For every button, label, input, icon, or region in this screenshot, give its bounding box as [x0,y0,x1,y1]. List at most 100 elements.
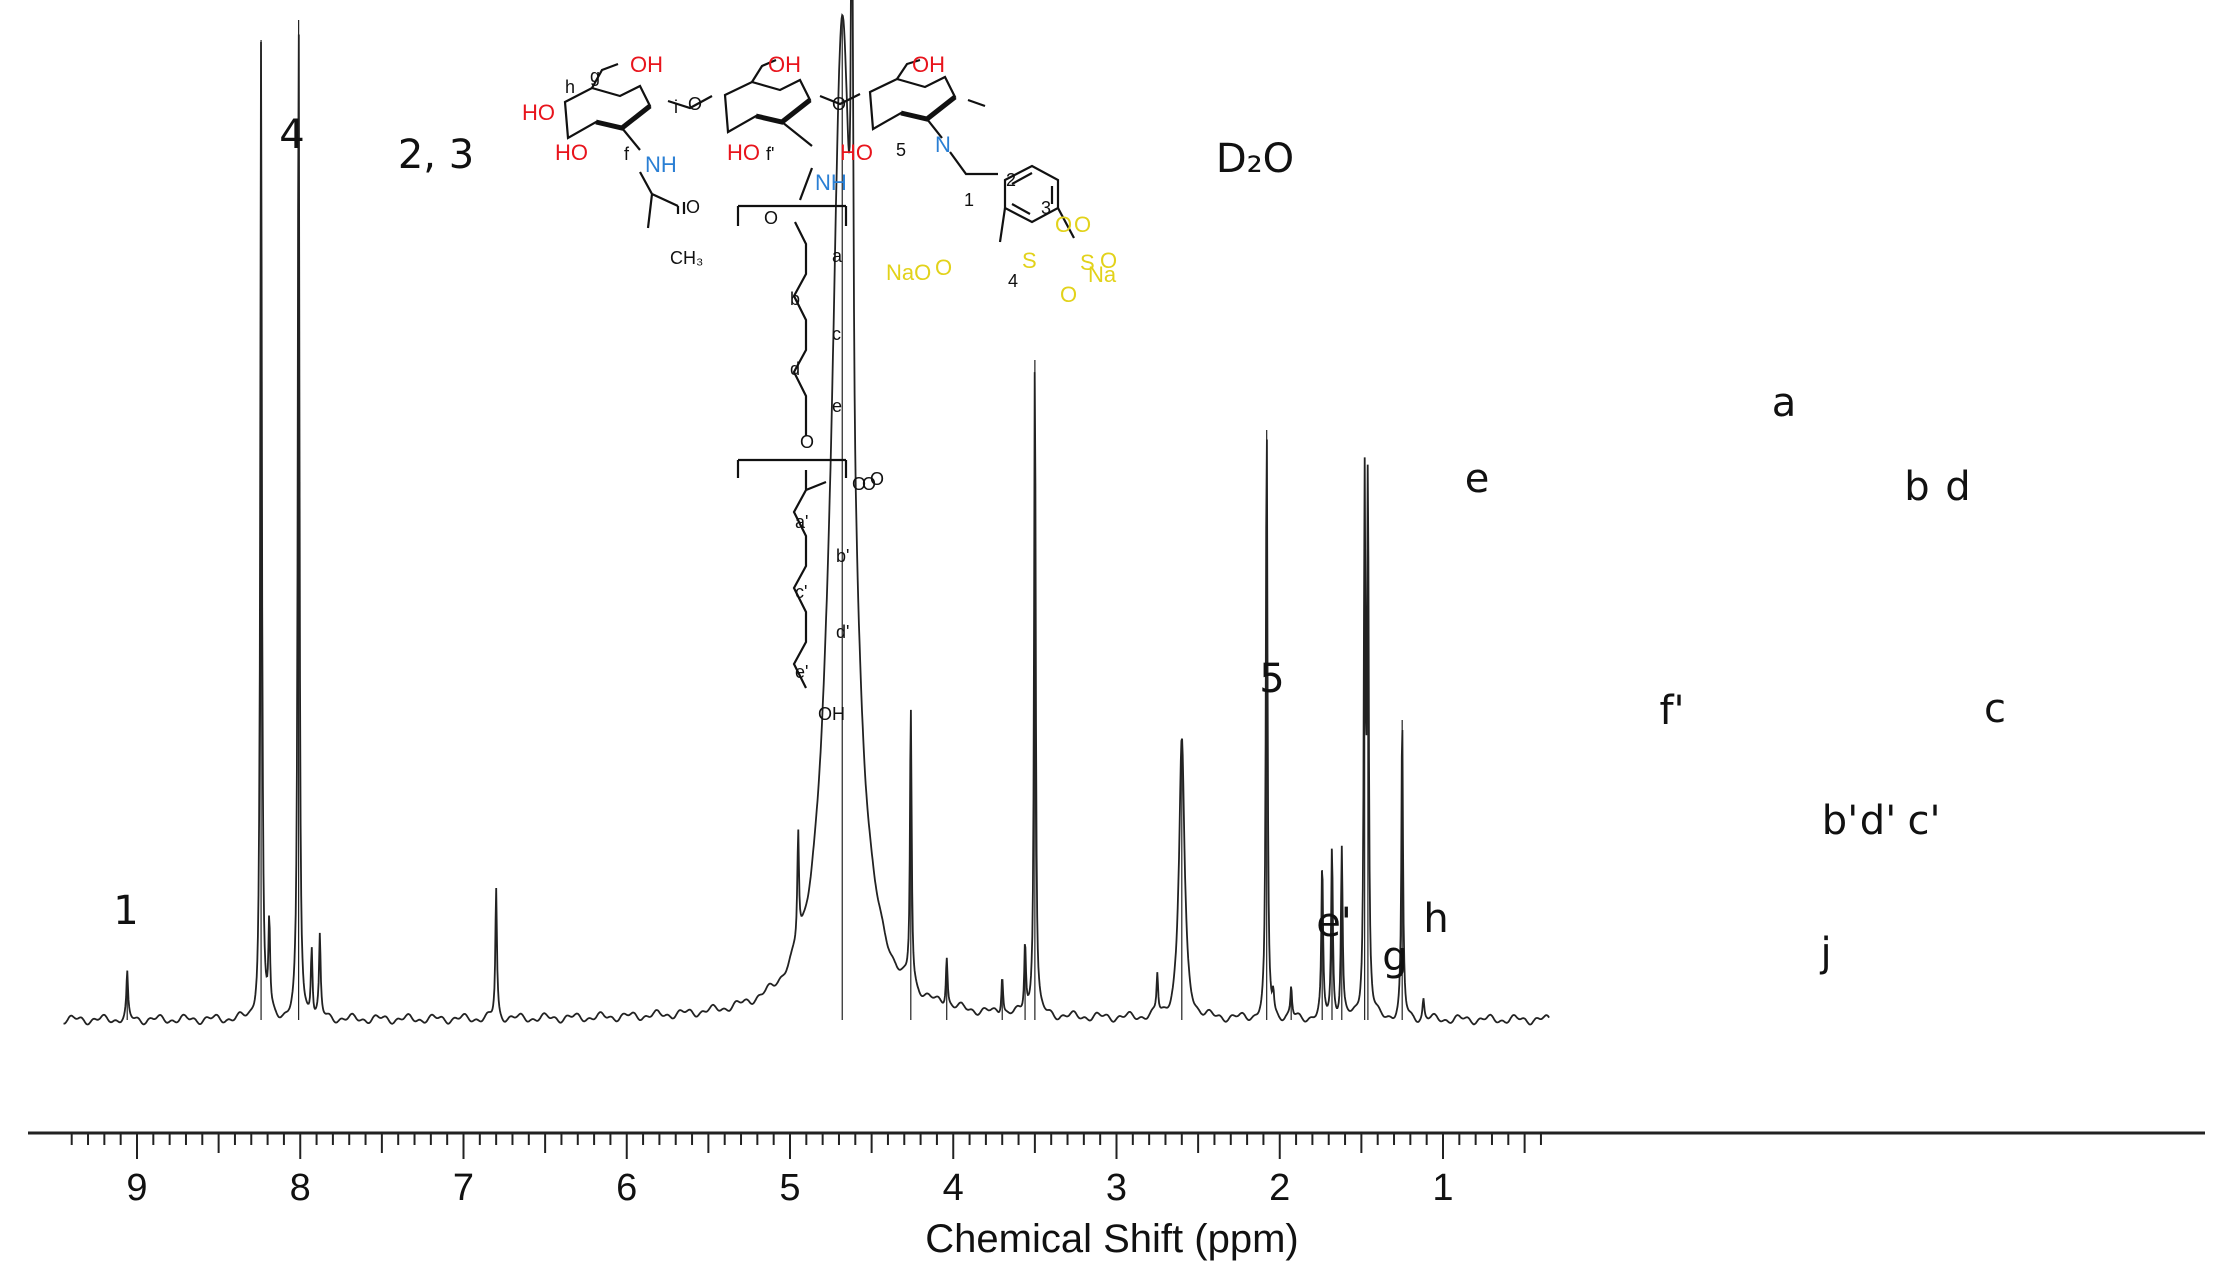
struct-label-yellow-1: O [1060,282,1077,307]
struct-label-blue-2: N [935,132,951,157]
ch2oh-1 [591,62,619,89]
struct-label-black-2: i [674,97,678,117]
struct-label-black-23: O [764,208,778,228]
struct-label-black-10: a [832,246,843,266]
x-tick-label-7: 7 [453,1167,474,1209]
bracket-bottom [736,458,848,478]
peak-label-12: b' [1822,798,1858,844]
peak-label-11: j [1819,930,1831,976]
acetamide-carbonyl [676,202,686,214]
x-tick-label-6: 6 [616,1167,637,1209]
x-axis-title: Chemical Shift (ppm) [925,1217,1298,1261]
struct-label-black-27: O [800,432,814,452]
struct-label-blue-1: NH [815,170,847,195]
x-tick-label-3: 3 [1106,1167,1127,1209]
peak-label-7: h [1423,896,1448,942]
struct-label-black-7: 2 [1006,170,1016,190]
struct-label-red-4: HO [555,140,588,165]
struct-label-black-14: e [832,396,842,416]
benzene-inner-bonds [1011,172,1054,215]
struct-label-blue-0: NH [645,152,677,177]
sugar-ring-1-bold-edge [595,104,652,131]
sugar-ring-1 [563,84,652,140]
sugar-ring-3 [868,75,957,131]
struct-label-black-16: b' [836,546,849,566]
amide-link [781,121,814,201]
peak-label-9: f' [1659,688,1684,734]
struct-label-black-24: O [870,469,884,489]
peak-label-8: e [1465,456,1490,502]
chemical-structure-diagram [563,58,1075,689]
sugar-ring-2-bold-edge [755,98,812,125]
peak-label-0: 1 [113,888,138,934]
struct-label-yellow-0: O [1055,212,1072,237]
struct-label-black-6: 1 [964,190,974,210]
ch2oh-2 [751,58,777,83]
struct-label-black-9: 4 [1008,271,1018,291]
struct-label-black-8: 3 [1041,198,1051,218]
struct-label-black-19: e' [795,662,808,682]
struct-label-black-25: O [862,474,876,494]
struct-label-red-3: HO [522,100,555,125]
struct-label-yellow-2: S [1022,248,1037,273]
struct-label-black-4: f' [766,144,774,164]
pcl-chain-1 [792,221,808,436]
peak-label-16: d [1945,464,1970,510]
sulfonate-bonds [998,207,1075,243]
spectrum-layer [63,0,1550,1026]
struct-label-red-5: HO [727,140,760,165]
peak-label-14: c' [1908,798,1941,844]
sugar-ring-2 [723,78,812,134]
x-tick-label-4: 4 [943,1167,964,1209]
peak-label-10: a [1772,380,1797,426]
struct-label-red-2: OH [912,52,945,77]
peak-label-1: 4 [279,112,304,158]
bracket-top [736,204,848,226]
struct-label-black-18: d' [836,622,849,642]
struct-label-yellow-4: O [1074,212,1091,237]
struct-label-black-5: 5 [896,140,906,160]
imine-bonds [926,118,998,176]
struct-label-black-13: d [790,359,800,379]
struct-label-black-26: O [852,474,866,494]
struct-label-yellow-6: NaO [886,260,931,285]
x-tick-label-2: 2 [1269,1167,1290,1209]
struct-label-black-20: O [688,94,702,114]
struct-label-yellow-3: S [1080,250,1095,275]
x-tick-label-5: 5 [779,1167,800,1209]
x-tick-labels: 9 8 7 6 5 4 3 2 1 [126,1167,1453,1209]
struct-label-red-1: OH [768,52,801,77]
peak-label-15: b [1904,464,1929,510]
struct-label-red-0: OH [630,52,663,77]
x-tick-label-1: 1 [1432,1167,1453,1209]
x-axis [28,1131,2205,1159]
spectrum-trace [63,0,1550,1026]
glycosidic-link-2 [819,93,861,106]
struct-label-red-6: HO [840,140,873,165]
acetamide-bonds [621,127,679,229]
struct-label-black-22: O [686,197,700,217]
peak-label-5: e' [1316,900,1352,946]
struct-label-black-21: O [832,94,846,114]
x-tick-label-9: 9 [126,1167,147,1209]
peak-label-17: c [1984,686,2006,732]
struct-label-black-29: OH [818,704,845,724]
struct-label-yellow-7: O [935,255,952,280]
struct-label-black-12: c [832,324,841,344]
struct-label-black-17: c' [795,582,807,602]
struct-label-black-3: f [624,144,630,164]
peak-label-6: g [1382,934,1407,980]
struct-label-yellow-5: O [1100,248,1117,273]
struct-label-black-11: b [790,289,800,309]
struct-label-black-15: a' [795,512,808,532]
peak-label-2: 2, 3 [398,132,474,178]
peak-label-4: 5 [1259,656,1284,702]
struct-label-black-0: h [565,77,575,97]
peak-label-3: D₂O [1216,136,1294,182]
pcl-chain-2 [792,470,827,689]
struct-label-black-28: CH₃ [670,248,703,268]
glycosidic-link-1 [667,95,713,110]
struct-label-yellow-8: Na [1088,262,1117,287]
